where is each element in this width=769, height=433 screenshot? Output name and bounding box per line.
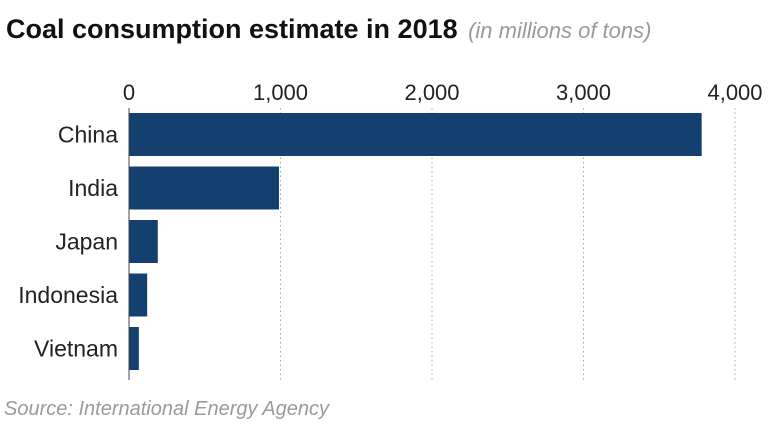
x-tick-label: 0 (123, 80, 135, 105)
bar-japan (129, 220, 158, 263)
bar-vietnam (129, 327, 139, 370)
chart-title-row: Coal consumption estimate in 2018 (in mi… (6, 14, 651, 45)
bar-indonesia (129, 273, 148, 317)
x-tick-label: 4,000 (707, 80, 762, 105)
chart-subtitle: (in millions of tons) (468, 18, 652, 43)
x-tick-label: 3,000 (556, 80, 611, 105)
x-tick-label: 1,000 (253, 80, 308, 105)
x-tick-label: 2,000 (404, 80, 459, 105)
category-label: Vietnam (34, 336, 118, 362)
bar-china (129, 113, 702, 156)
category-label: China (58, 122, 118, 148)
chart-title: Coal consumption estimate in 2018 (6, 14, 458, 44)
category-label: India (68, 175, 118, 201)
bar-india (129, 166, 279, 210)
source-note: Source: International Energy Agency (4, 398, 330, 420)
category-label: Japan (55, 229, 118, 255)
category-label: Indonesia (18, 282, 118, 308)
